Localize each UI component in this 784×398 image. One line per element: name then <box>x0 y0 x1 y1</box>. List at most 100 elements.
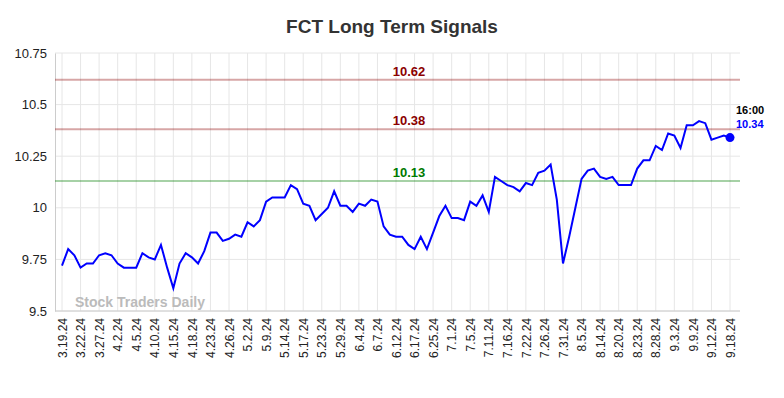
grid-line-x <box>563 53 564 311</box>
y-tick: 10.25 <box>14 149 55 164</box>
x-tick: 6.17.24 <box>408 311 422 358</box>
x-tick: 6.25.24 <box>427 311 441 358</box>
grid-line-x <box>655 53 656 311</box>
last-point <box>726 133 735 142</box>
x-tick: 3.27.24 <box>93 311 107 358</box>
reference-line <box>55 180 740 182</box>
y-axis-line <box>55 54 56 312</box>
x-axis-line <box>55 311 740 312</box>
x-tick: 5.2.24 <box>241 311 255 351</box>
x-tick-label: 4.10.24 <box>148 318 162 358</box>
x-tick: 7.31.24 <box>557 311 571 358</box>
x-tick-label: 6.7.24 <box>371 318 385 352</box>
x-tick: 5.14.24 <box>278 311 292 358</box>
price-line <box>62 121 730 288</box>
x-tick: 7.26.24 <box>538 311 552 358</box>
x-tick-label: 7.26.24 <box>538 318 552 358</box>
end-value-label: 10.34 <box>736 118 764 130</box>
reference-label: 10.38 <box>393 113 426 128</box>
reference-line <box>55 79 740 81</box>
x-tick-label: 4.15.24 <box>167 318 181 358</box>
x-tick: 9.18.24 <box>724 311 738 358</box>
grid-line-x <box>358 53 359 311</box>
grid-line-x <box>618 53 619 311</box>
x-tick-label: 7.22.24 <box>520 318 534 358</box>
grid-line-y <box>55 311 740 312</box>
x-tick-label: 4.2.24 <box>111 318 125 352</box>
grid-line-x <box>377 53 378 311</box>
y-axis: 9.5 9.75 10 10.25 10.5 10.75 <box>14 46 55 319</box>
grid-line-x <box>507 53 508 311</box>
x-tick: 4.5.24 <box>130 311 144 351</box>
grid-line-x <box>470 53 471 311</box>
watermark: Stock Traders Daily <box>75 294 205 310</box>
x-tick-label: 7.5.24 <box>464 318 478 352</box>
x-tick-label: 4.18.24 <box>186 318 200 358</box>
reference-label: 10.13 <box>393 165 426 180</box>
x-tick: 8.23.24 <box>631 311 645 358</box>
x-tick: 6.12.24 <box>390 311 404 358</box>
y-tick-label: 10.75 <box>14 46 47 61</box>
y-tick: 9.5 <box>29 304 55 319</box>
x-tick-label: 4.26.24 <box>223 318 237 358</box>
y-tick-label: 10 <box>33 200 47 215</box>
grid-line-x <box>80 53 81 311</box>
x-tick-label: 7.31.24 <box>557 318 571 358</box>
x-tick: 7.11.24 <box>482 311 496 357</box>
x-tick-label: 6.12.24 <box>390 318 404 358</box>
grid-line-x <box>451 53 452 311</box>
x-tick-label: 9.3.24 <box>668 318 682 352</box>
y-tick-label: 10.5 <box>22 97 47 112</box>
grid-line-x <box>340 53 341 311</box>
grid-line-x <box>396 53 397 311</box>
x-tick: 3.19.24 <box>56 311 70 358</box>
x-tick-label: 5.14.24 <box>278 318 292 358</box>
x-tick-label: 8.23.24 <box>631 318 645 358</box>
x-tick-label: 7.16.24 <box>501 318 515 358</box>
x-tick: 3.22.24 <box>74 311 88 358</box>
x-tick: 4.18.24 <box>186 311 200 358</box>
x-tick-label: 6.25.24 <box>427 318 441 358</box>
grid-line-x <box>284 53 285 311</box>
x-tick-label: 6.17.24 <box>408 318 422 358</box>
x-tick-label: 8.20.24 <box>612 318 626 358</box>
grid-line-x <box>62 53 63 311</box>
x-tick: 6.7.24 <box>371 311 385 351</box>
plot-area <box>55 80 740 288</box>
y-tick: 10.75 <box>14 46 55 61</box>
x-tick: 5.9.24 <box>260 311 274 351</box>
grid-line-x <box>692 53 693 311</box>
x-tick: 4.2.24 <box>111 311 125 351</box>
reference-line <box>55 128 740 130</box>
x-tick: 4.10.24 <box>148 311 162 358</box>
grid-line-x <box>173 53 174 311</box>
grid-line-x <box>637 53 638 311</box>
x-tick-label: 6.4.24 <box>353 318 367 352</box>
x-axis: 3.19.24 3.22.24 3.27.24 4.2.24 4.5.24 4.10.24… <box>55 311 740 358</box>
x-tick: 9.3.24 <box>668 311 682 351</box>
grid-line-x <box>730 53 731 311</box>
x-tick-label: 5.2.24 <box>241 318 255 352</box>
x-tick: 9.9.24 <box>687 311 701 351</box>
y-tick-label: 9.75 <box>22 252 47 267</box>
y-tick: 10.5 <box>22 97 55 112</box>
grid-line-x <box>433 53 434 311</box>
chart: FCT Long Term Signals9.59.751010.2510.51… <box>0 0 784 398</box>
end-time-label: 16:00 <box>736 104 764 116</box>
grid-line-x <box>674 53 675 311</box>
x-tick-label: 9.9.24 <box>687 318 701 352</box>
grid-line-x <box>600 53 601 311</box>
x-tick: 9.12.24 <box>705 311 719 358</box>
grid-line-x <box>711 53 712 311</box>
x-tick-label: 5.17.24 <box>297 318 311 358</box>
grid-line-x <box>117 53 118 311</box>
x-tick-label: 7.1.24 <box>445 318 459 352</box>
x-tick: 7.5.24 <box>464 311 478 351</box>
x-tick: 6.4.24 <box>353 311 367 351</box>
grid-line-x <box>136 53 137 311</box>
y-tick-label: 10.25 <box>14 149 47 164</box>
x-tick: 7.1.24 <box>445 311 459 351</box>
x-tick: 5.29.24 <box>334 311 348 358</box>
x-tick: 5.23.24 <box>315 311 329 358</box>
x-tick: 4.23.24 <box>204 311 218 358</box>
